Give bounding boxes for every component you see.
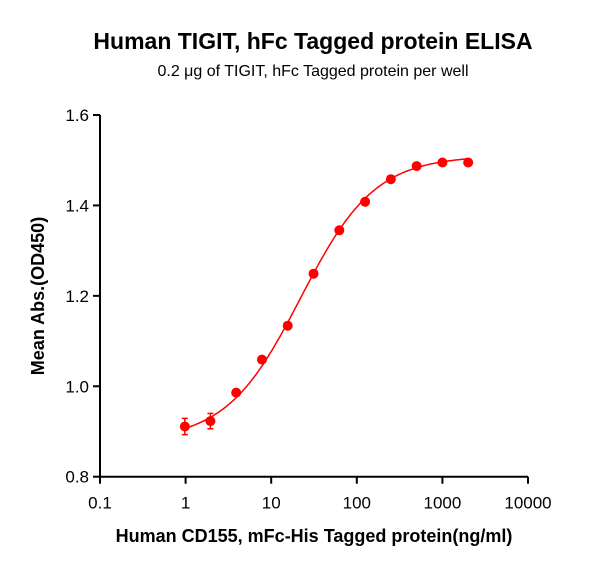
data-point: [360, 196, 371, 207]
data-point: [282, 320, 293, 331]
y-tick-label: 0.8: [65, 468, 89, 487]
x-tick-label: 100: [343, 494, 371, 513]
data-point: [231, 387, 242, 398]
x-tick-label: 1: [181, 494, 190, 513]
fit-curve: [184, 158, 469, 430]
y-tick-label: 1.6: [65, 106, 89, 125]
data-point: [411, 161, 422, 172]
y-tick-label: 1.2: [65, 287, 89, 306]
data-point: [256, 354, 267, 365]
y-tick-label: 1.0: [65, 377, 89, 396]
chart-subtitle: 0.2 μg of TIGIT, hFc Tagged protein per …: [157, 63, 468, 80]
axes: 0.1 1 10 100 1000 10000 0.8 1.0 1.2 1.4 1.6: [65, 106, 551, 513]
data-point: [205, 416, 216, 427]
data-point: [334, 225, 345, 236]
y-tick-label: 1.4: [65, 196, 89, 215]
data-point: [463, 157, 474, 168]
x-tick-label: 10: [262, 494, 281, 513]
x-axis-label: Human CD155, mFc-His Tagged protein(ng/m…: [116, 526, 513, 546]
data-point: [179, 421, 190, 432]
x-tick-label: 10000: [504, 494, 551, 513]
y-axis-label: Mean Abs.(OD450): [28, 217, 48, 375]
x-tick-label: 0.1: [88, 494, 112, 513]
data-point: [308, 268, 319, 279]
data-point: [437, 157, 448, 168]
x-tick-label: 1000: [423, 494, 461, 513]
chart-title: Human TIGIT, hFc Tagged protein ELISA: [93, 28, 532, 54]
plot-area: [179, 157, 474, 436]
data-point: [385, 174, 396, 185]
